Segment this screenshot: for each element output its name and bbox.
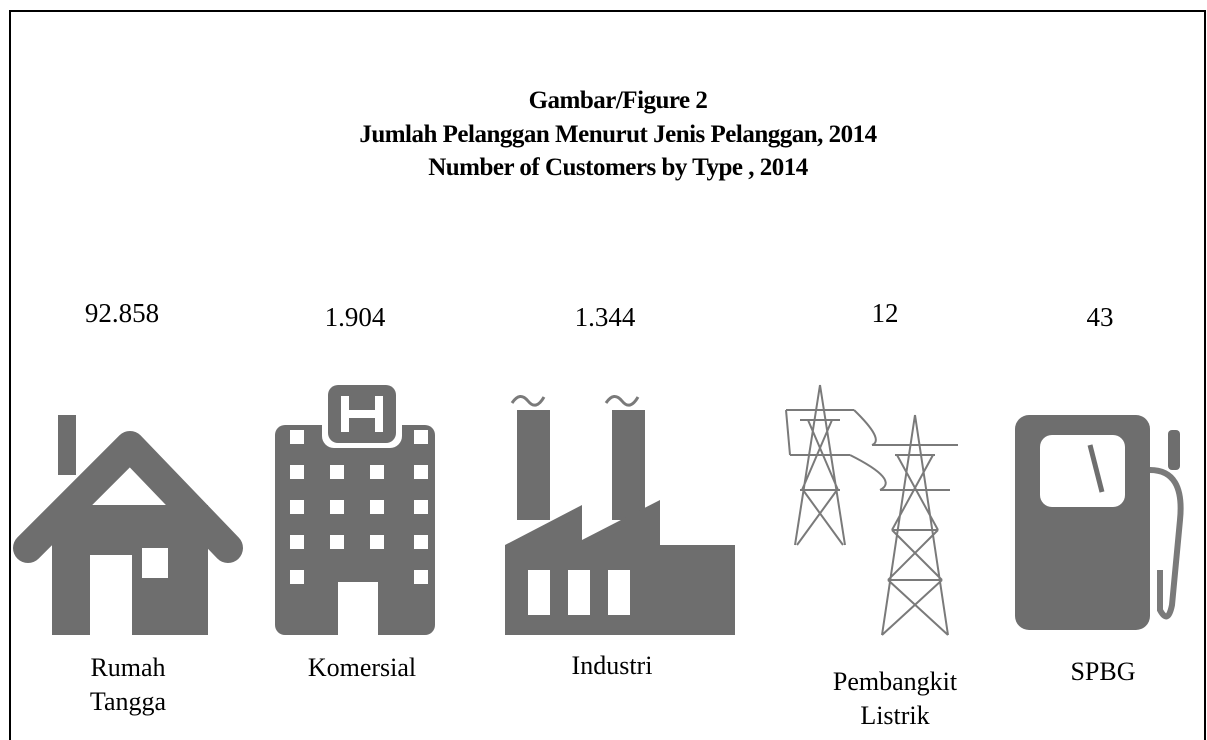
pump-icon bbox=[1015, 415, 1184, 630]
item-value: 1.344 bbox=[575, 302, 636, 332]
building-icon bbox=[275, 380, 435, 635]
item-label: SPBG bbox=[1070, 657, 1135, 686]
item-label: Rumah bbox=[90, 653, 165, 682]
item-label: Listrik bbox=[860, 701, 929, 730]
item-label: Pembangkit bbox=[833, 667, 958, 696]
item-value: 92.858 bbox=[85, 298, 159, 328]
item-value: 1.904 bbox=[325, 302, 386, 332]
item-label: Industri bbox=[572, 651, 653, 680]
item-label: Tangga bbox=[90, 687, 167, 716]
house-icon bbox=[13, 415, 243, 635]
title-line: Number of Customers by Type , 2014 bbox=[428, 154, 809, 181]
tower-icon bbox=[785, 384, 958, 636]
title-line: Jumlah Pelanggan Menurut Jenis Pelanggan… bbox=[359, 121, 877, 148]
item-value: 43 bbox=[1087, 302, 1114, 332]
item-label: Komersial bbox=[308, 653, 416, 682]
frame bbox=[9, 10, 1206, 740]
factory-icon bbox=[505, 395, 735, 635]
item-value: 12 bbox=[872, 298, 899, 328]
title-line: Gambar/Figure 2 bbox=[529, 87, 708, 114]
